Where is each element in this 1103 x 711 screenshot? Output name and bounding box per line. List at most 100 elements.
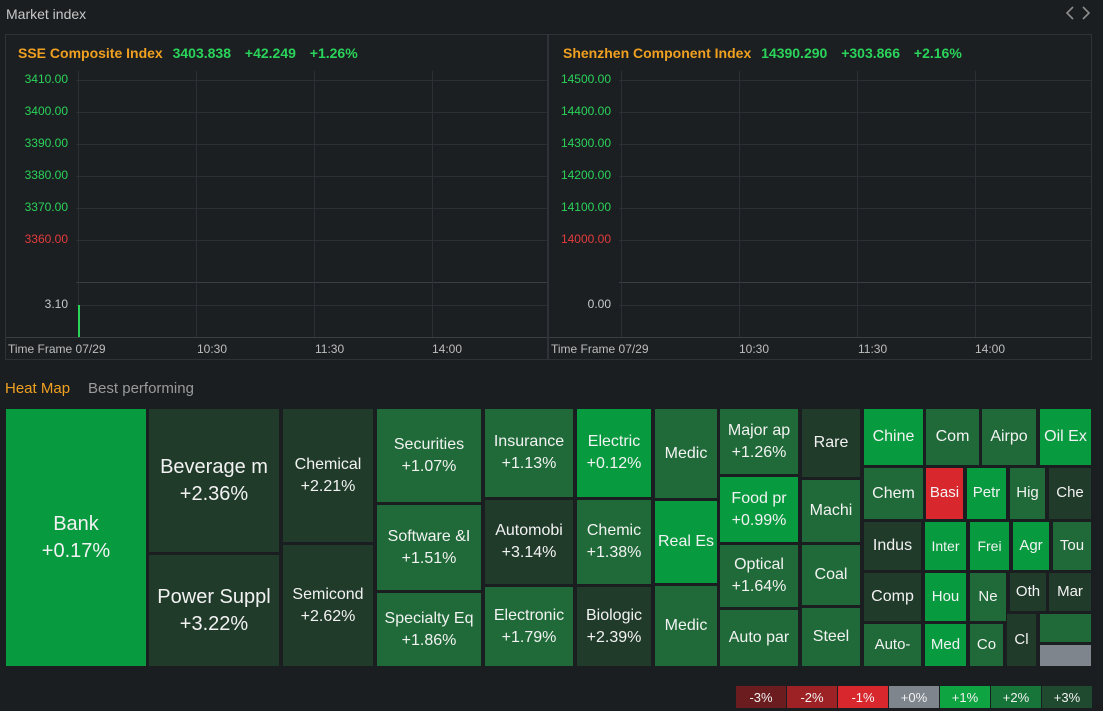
heatmap-cell[interactable]: Securities +1.07% — [376, 408, 482, 503]
sector-name: Biologic — [585, 606, 643, 624]
sector-change: +2.21% — [300, 477, 356, 495]
heatmap-cell[interactable]: Specialty Eq +1.86% — [376, 592, 482, 667]
index-value: 3403.838 — [172, 45, 231, 61]
tab-best-performing[interactable]: Best performing — [88, 380, 194, 397]
heatmap-cell[interactable]: Inter — [924, 521, 967, 571]
heatmap-cell[interactable]: Medic — [654, 585, 718, 667]
index-change: +303.866 — [841, 45, 900, 61]
heatmap-cell[interactable]: Steel — [801, 607, 861, 667]
sector-name: Hig — [1016, 484, 1039, 502]
heatmap-cell[interactable]: Agr — [1012, 521, 1050, 571]
chevron-right-icon[interactable] — [1080, 5, 1092, 26]
heatmap-cell[interactable]: Hou — [924, 572, 967, 622]
heatmap-cell[interactable]: Automobi +3.14% — [484, 499, 574, 585]
heatmap-cell[interactable]: Basi — [925, 467, 964, 520]
sector-name: Che — [1056, 484, 1084, 502]
heatmap-tabs: Heat Map Best performing — [5, 380, 194, 397]
sector-name: Mar — [1057, 582, 1083, 600]
y-axis-label: 14400.00 — [560, 104, 611, 118]
heatmap-cell[interactable]: Hig — [1009, 467, 1046, 520]
heatmap-cell[interactable]: Che — [1048, 467, 1092, 520]
legend-item: -2% — [787, 686, 837, 708]
tab-heat-map[interactable]: Heat Map — [5, 380, 71, 397]
heatmap-cell[interactable]: Insurance +1.13% — [484, 408, 574, 498]
sector-name: Major ap — [727, 421, 791, 439]
heatmap-cell[interactable]: Bank +0.17% — [5, 408, 147, 667]
sector-change: +0.17% — [41, 539, 111, 562]
heatmap-cell[interactable]: Auto- — [863, 623, 922, 667]
heatmap-cell[interactable]: Power Suppl +3.22% — [148, 554, 280, 667]
heatmap-cell[interactable]: Mar — [1048, 572, 1092, 612]
heatmap-cell[interactable]: Beverage m +2.36% — [148, 408, 280, 553]
sector-name: Optical — [734, 556, 784, 574]
x-axis-label: 14:00 — [432, 342, 463, 356]
heatmap-cell[interactable]: Medic — [654, 408, 718, 499]
heatmap-cell[interactable]: Airpo — [981, 408, 1037, 466]
heatmap-cell[interactable]: Major ap +1.26% — [719, 408, 799, 475]
sector-change: +1.79% — [501, 628, 557, 646]
heatmap-cell[interactable]: Cl — [1006, 613, 1037, 667]
heatmap-cell[interactable]: Optical +1.64% — [719, 544, 799, 608]
heatmap-cell[interactable]: Med — [924, 623, 967, 667]
legend-item: -1% — [838, 686, 888, 708]
y-axis-label: 3380.00 — [24, 168, 68, 182]
sector-name: Specialty Eq — [384, 609, 474, 627]
szse-chart-panel[interactable]: Shenzhen Component Index 14390.290 +303.… — [548, 34, 1092, 360]
heatmap-cell[interactable]: Electronic +1.79% — [484, 586, 574, 667]
sector-name: Airpo — [990, 428, 1028, 446]
sector-name: Com — [935, 428, 970, 446]
heatmap-cell[interactable]: Chemical +2.21% — [282, 408, 374, 543]
sector-name: Basi — [929, 484, 960, 502]
heatmap-cell[interactable] — [1039, 613, 1092, 643]
y-axis-label: 14000.00 — [560, 232, 611, 246]
heatmap-cell[interactable]: Electric +0.12% — [576, 408, 652, 498]
sector-change: +0.99% — [731, 511, 787, 529]
heatmap-cell[interactable]: Coal — [801, 544, 861, 606]
index-change-percent: +2.16% — [913, 45, 962, 61]
heatmap-cell[interactable]: Auto par — [719, 609, 799, 667]
x-axis-label: 10:30 — [197, 342, 228, 356]
heatmap-cell[interactable]: Semicond +2.62% — [282, 544, 374, 667]
y-axis-label: 3370.00 — [24, 200, 68, 214]
heatmap-cell[interactable]: Ne — [969, 572, 1007, 622]
heatmap-cell[interactable]: Chine — [863, 408, 924, 466]
x-axis-label: 11:30 — [858, 342, 888, 356]
sector-name: Software &I — [387, 527, 471, 545]
heatmap-cell[interactable]: Food pr +0.99% — [719, 476, 799, 543]
sector-change: +1.64% — [731, 578, 787, 595]
heatmap-cell[interactable]: Oth — [1009, 572, 1047, 612]
sector-name: Insurance — [493, 433, 565, 451]
heatmap-cell[interactable]: Comp — [863, 572, 922, 622]
sector-name: Auto par — [728, 629, 790, 647]
heatmap-cell[interactable]: Real Es — [654, 500, 718, 584]
heatmap-cell[interactable]: Co — [969, 623, 1004, 667]
heatmap-cell[interactable]: Com — [925, 408, 980, 466]
sector-name: Semicond — [292, 585, 364, 603]
heatmap-cell[interactable]: Rare — [801, 408, 861, 478]
x-axis-label: 14:00 — [975, 342, 1006, 356]
chevron-left-icon[interactable] — [1064, 5, 1076, 26]
heatmap-cell[interactable] — [1039, 644, 1092, 667]
heatmap-cell[interactable]: Biologic +2.39% — [576, 586, 652, 667]
heatmap-cell[interactable]: Chemic +1.38% — [576, 499, 652, 585]
sector-name: Chem — [872, 484, 915, 502]
time-frame-label: Time Frame 07/29 — [8, 342, 106, 356]
y-axis-label: 14100.00 — [560, 200, 611, 214]
sector-name: Hou — [931, 587, 960, 605]
heatmap-cell[interactable]: Chem — [863, 467, 924, 520]
heatmap-cell[interactable]: Petr — [966, 467, 1007, 520]
sector-name: Chine — [872, 428, 915, 446]
heatmap-cell[interactable]: Frei — [969, 521, 1010, 571]
sector-name: Tou — [1059, 536, 1085, 554]
heatmap-cell[interactable]: Machi — [801, 479, 861, 543]
index-header: Shenzhen Component Index 14390.290 +303.… — [563, 45, 962, 61]
heatmap-cell[interactable]: Software &I +1.51% — [376, 504, 482, 591]
heatmap-cell[interactable]: Tou — [1052, 521, 1092, 571]
heatmap-cell[interactable]: Indus — [863, 521, 922, 571]
x-axis-label: 11:30 — [315, 342, 345, 356]
heatmap-cell[interactable]: Oil Ex — [1039, 408, 1092, 466]
legend-item: -3% — [736, 686, 786, 708]
sse-chart-panel[interactable]: SSE Composite Index 3403.838 +42.249 +1.… — [5, 34, 548, 360]
sector-name: Inter — [931, 537, 960, 554]
y-axis-label: 14500.00 — [560, 72, 611, 86]
